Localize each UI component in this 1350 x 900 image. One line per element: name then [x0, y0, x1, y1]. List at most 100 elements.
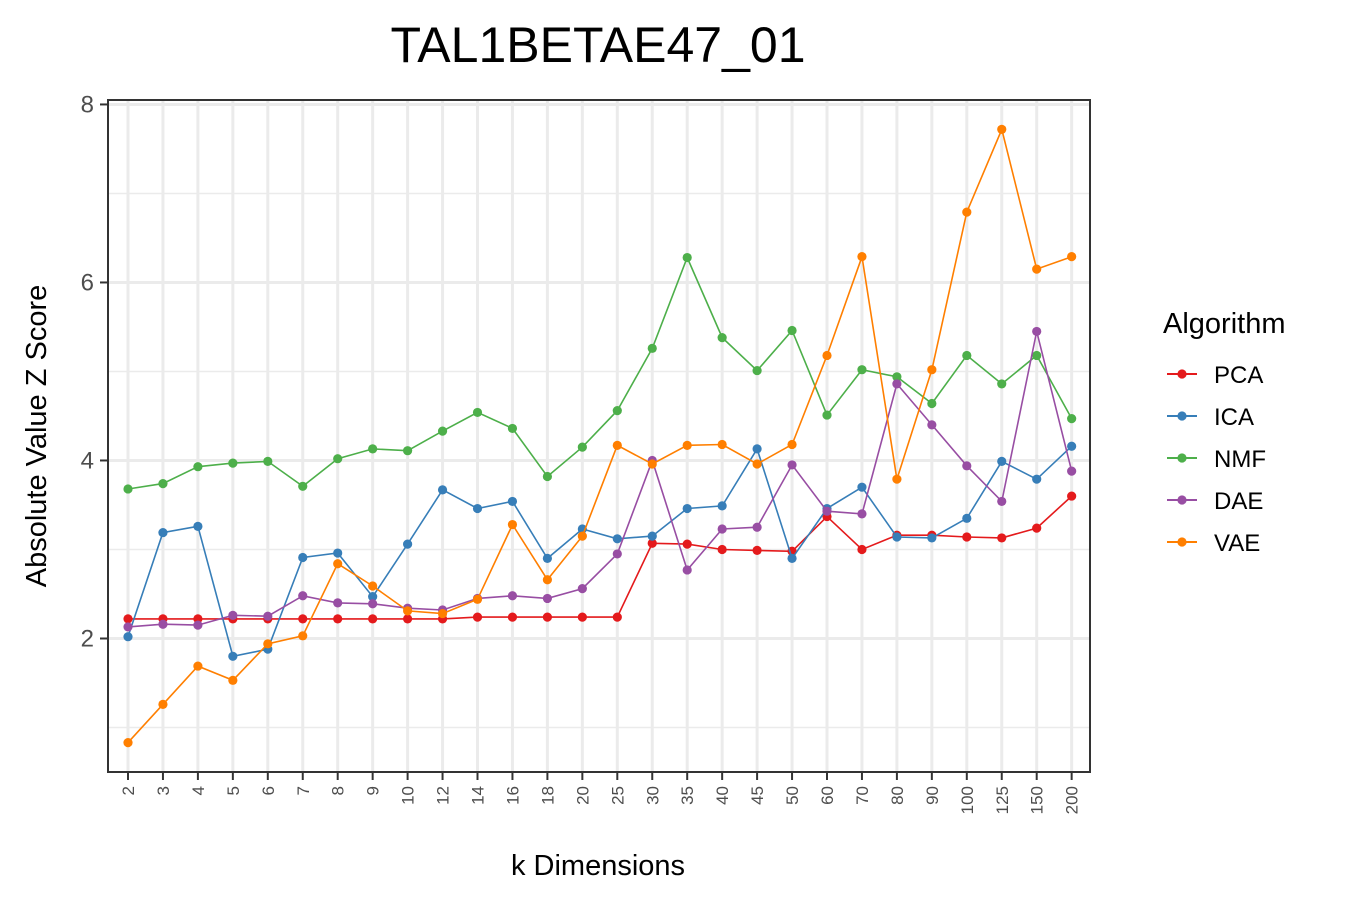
data-point	[437, 608, 448, 619]
x-tick-label: 50	[783, 786, 802, 805]
data-point	[717, 333, 727, 343]
series-line-nmf	[127, 255, 1073, 490]
data-point	[682, 503, 692, 514]
data-point	[1067, 491, 1077, 501]
data-point	[997, 533, 1007, 543]
x-tick-label: 9	[364, 786, 383, 795]
x-tick-label: 200	[1063, 786, 1082, 814]
data-point	[228, 458, 238, 468]
data-point	[333, 598, 343, 608]
data-point	[123, 632, 133, 642]
x-tick-label: 25	[608, 786, 627, 805]
data-point	[752, 365, 762, 376]
x-tick-label: 35	[678, 786, 697, 805]
data-point	[403, 446, 413, 456]
series-line-pca	[128, 495, 1073, 620]
data-point	[298, 481, 308, 491]
data-point	[822, 506, 832, 516]
y-axis-title: Absolute Value Z Score	[21, 285, 53, 588]
data-point	[263, 456, 273, 466]
x-tick-label: 16	[503, 786, 522, 805]
x-tick-label: 80	[888, 786, 907, 805]
legend-label: ICA	[1214, 404, 1254, 431]
data-point	[997, 124, 1007, 134]
x-tick-label: 7	[294, 786, 313, 795]
data-point	[752, 444, 762, 454]
data-point	[507, 591, 518, 601]
data-point	[962, 207, 972, 217]
data-point	[612, 406, 622, 416]
data-point	[997, 496, 1007, 507]
data-point	[682, 440, 692, 450]
data-point	[892, 474, 902, 484]
x-tick-label: 12	[434, 786, 453, 805]
data-point	[298, 631, 308, 641]
data-point	[542, 575, 553, 585]
x-tick-label: 100	[958, 786, 977, 814]
data-point	[193, 620, 203, 630]
x-axis-title: k Dimensions	[511, 850, 685, 882]
data-point	[123, 622, 133, 632]
data-point	[857, 252, 867, 262]
data-point	[647, 538, 657, 548]
data-point	[403, 614, 413, 624]
data-point	[298, 591, 308, 601]
data-point	[647, 459, 657, 469]
series-nmf	[123, 252, 1077, 494]
data-point	[333, 614, 343, 624]
data-point	[158, 619, 168, 629]
data-point	[368, 614, 378, 624]
x-tick-label: 3	[154, 786, 173, 795]
data-point	[577, 531, 587, 541]
data-point	[927, 533, 937, 543]
data-point	[507, 612, 518, 622]
data-point	[228, 610, 238, 620]
data-point	[647, 531, 657, 541]
data-point	[472, 407, 483, 418]
legend-label: DAE	[1214, 488, 1263, 515]
data-point	[612, 440, 622, 450]
data-point	[542, 612, 553, 622]
data-point	[962, 532, 972, 542]
y-tick-label: 4	[81, 447, 94, 474]
data-point	[228, 651, 238, 661]
data-point	[298, 614, 308, 624]
x-tick-label: 14	[469, 786, 488, 805]
data-point	[507, 519, 518, 530]
data-point	[1032, 523, 1042, 533]
data-point	[997, 456, 1007, 466]
data-point	[263, 611, 273, 621]
data-point	[333, 559, 343, 569]
data-point	[962, 461, 972, 471]
x-tick-label: 5	[224, 786, 243, 795]
data-point	[612, 549, 622, 559]
data-point	[228, 675, 238, 685]
x-tick-label: 60	[818, 786, 837, 805]
data-point	[1032, 474, 1042, 484]
data-point	[1032, 350, 1042, 361]
data-point	[542, 471, 553, 482]
data-point	[682, 565, 692, 575]
data-point	[822, 350, 832, 361]
data-point	[368, 444, 378, 454]
x-tick-label: 45	[748, 786, 767, 805]
legend-item-dae: DAE	[1167, 488, 1263, 515]
legend-item-vae: VAE	[1167, 530, 1260, 557]
data-point	[717, 501, 727, 511]
legend-item-pca: PCA	[1167, 362, 1263, 389]
data-point	[1032, 264, 1042, 274]
data-point	[158, 479, 168, 489]
y-tick-label: 8	[81, 91, 94, 118]
data-point	[1067, 466, 1077, 476]
data-point	[368, 581, 378, 591]
x-tick-label: 4	[189, 786, 208, 795]
x-tick-label: 125	[993, 786, 1012, 814]
data-point	[472, 503, 483, 514]
legend-title: Algorithm	[1163, 308, 1286, 340]
data-point	[158, 527, 168, 538]
data-point	[1067, 414, 1077, 424]
x-tick-label: 6	[259, 786, 278, 795]
x-tick-label: 8	[329, 786, 348, 795]
